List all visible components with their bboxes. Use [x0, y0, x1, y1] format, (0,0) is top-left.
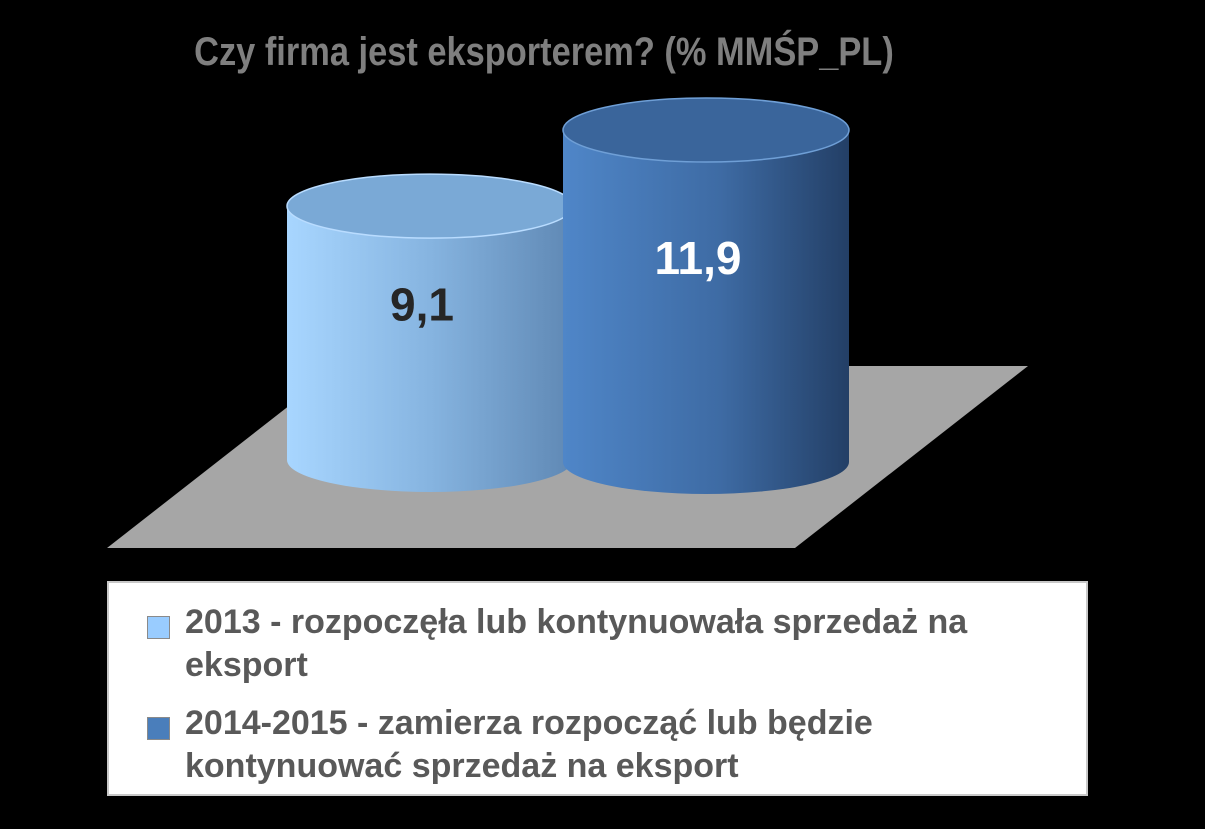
bar-body-2014-2015 [563, 129, 849, 494]
bar-top-2014-2015 [562, 97, 850, 163]
chart-legend: 2013 - rozpoczęła lub kontynuowała sprze… [107, 581, 1088, 796]
legend-swatch-2013 [147, 616, 170, 639]
legend-label-2014-2015: 2014-2015 - zamierza rozpocząć lub będzi… [185, 704, 873, 785]
chart-title: Czy firma jest eksporterem? (% MMŚP_PL) [194, 30, 894, 74]
legend-label-2013: 2013 - rozpoczęła lub kontynuowała sprze… [185, 603, 968, 684]
legend-swatch-2014-2015 [147, 717, 170, 740]
data-label-2013: 9,1 [390, 279, 454, 331]
bar-top-2013 [286, 173, 574, 239]
bar-body-2013 [287, 206, 573, 492]
data-label-2014-2015: 11,9 [655, 232, 742, 284]
